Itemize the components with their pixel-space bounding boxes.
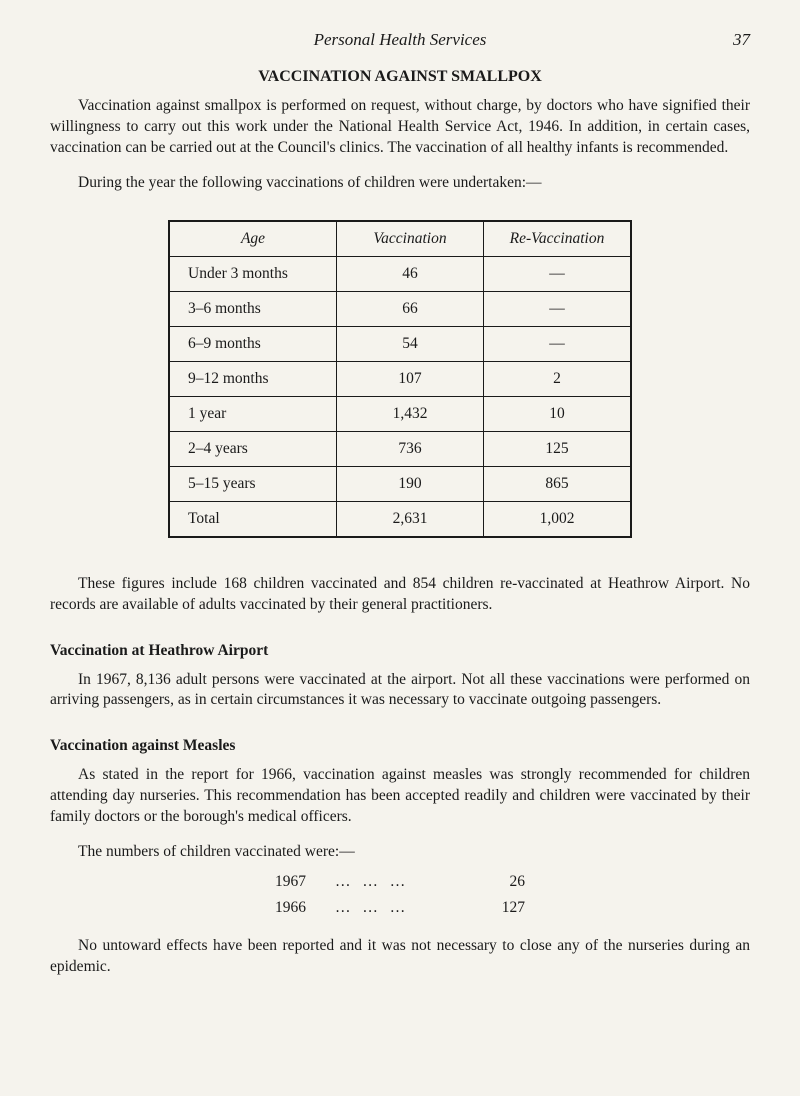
cell-vaccination: 66 (337, 291, 484, 326)
smallpox-para-2: During the year the following vaccinatio… (50, 173, 750, 194)
year-dots: … … … (335, 895, 475, 921)
cell-vaccination: 736 (337, 431, 484, 466)
cell-revaccination: 1,002 (484, 501, 632, 537)
table-row: 6–9 months 54 — (169, 326, 631, 361)
cell-age: 1 year (169, 396, 337, 431)
cell-vaccination: 190 (337, 466, 484, 501)
col-header-revaccination: Re-Vaccination (484, 221, 632, 257)
cell-revaccination: 10 (484, 396, 632, 431)
vaccination-table-wrapper: Age Vaccination Re-Vaccination Under 3 m… (50, 220, 750, 538)
cell-revaccination: 125 (484, 431, 632, 466)
cell-age: 9–12 months (169, 361, 337, 396)
heathrow-para: In 1967, 8,136 adult persons were vaccin… (50, 670, 750, 712)
year-label: 1966 (275, 895, 335, 921)
page: Personal Health Services 37 VACCINATION … (0, 0, 800, 1032)
section-title-smallpox: VACCINATION AGAINST SMALLPOX (50, 68, 750, 86)
year-dots: … … … (335, 869, 475, 895)
measles-para-2: No untoward effects have been reported a… (50, 936, 750, 978)
vaccination-table: Age Vaccination Re-Vaccination Under 3 m… (168, 220, 632, 538)
year-row: 1966 … … … 127 (50, 895, 750, 921)
smallpox-followup-para: These figures include 168 children vacci… (50, 574, 750, 616)
cell-revaccination: 2 (484, 361, 632, 396)
cell-age: Total (169, 501, 337, 537)
heading-measles: Vaccination against Measles (50, 737, 750, 755)
measles-para-1: As stated in the report for 1966, vaccin… (50, 765, 750, 828)
cell-vaccination: 54 (337, 326, 484, 361)
year-value: 26 (475, 869, 525, 895)
cell-age: 2–4 years (169, 431, 337, 466)
col-header-vaccination: Vaccination (337, 221, 484, 257)
cell-age: 6–9 months (169, 326, 337, 361)
cell-revaccination: 865 (484, 466, 632, 501)
measles-intro-line: The numbers of children vaccinated were:… (50, 842, 750, 863)
table-row: Under 3 months 46 — (169, 256, 631, 291)
running-title: Personal Health Services (314, 30, 487, 50)
col-header-age: Age (169, 221, 337, 257)
cell-vaccination: 46 (337, 256, 484, 291)
cell-revaccination: — (484, 326, 632, 361)
cell-vaccination: 107 (337, 361, 484, 396)
cell-revaccination: — (484, 256, 632, 291)
cell-age: 5–15 years (169, 466, 337, 501)
cell-revaccination: — (484, 291, 632, 326)
table-row: 5–15 years 190 865 (169, 466, 631, 501)
measles-year-list: 1967 … … … 26 1966 … … … 127 (50, 869, 750, 922)
page-number: 37 (710, 30, 750, 50)
table-row: 9–12 months 107 2 (169, 361, 631, 396)
table-row: 1 year 1,432 10 (169, 396, 631, 431)
table-row: 3–6 months 66 — (169, 291, 631, 326)
heading-heathrow: Vaccination at Heathrow Airport (50, 642, 750, 660)
smallpox-para-1: Vaccination against smallpox is performe… (50, 96, 750, 159)
year-label: 1967 (275, 869, 335, 895)
table-header-row: Age Vaccination Re-Vaccination (169, 221, 631, 257)
cell-age: Under 3 months (169, 256, 337, 291)
year-value: 127 (475, 895, 525, 921)
year-row: 1967 … … … 26 (50, 869, 750, 895)
page-header: Personal Health Services 37 (50, 30, 750, 50)
table-row: Total 2,631 1,002 (169, 501, 631, 537)
table-row: 2–4 years 736 125 (169, 431, 631, 466)
cell-age: 3–6 months (169, 291, 337, 326)
cell-vaccination: 2,631 (337, 501, 484, 537)
cell-vaccination: 1,432 (337, 396, 484, 431)
